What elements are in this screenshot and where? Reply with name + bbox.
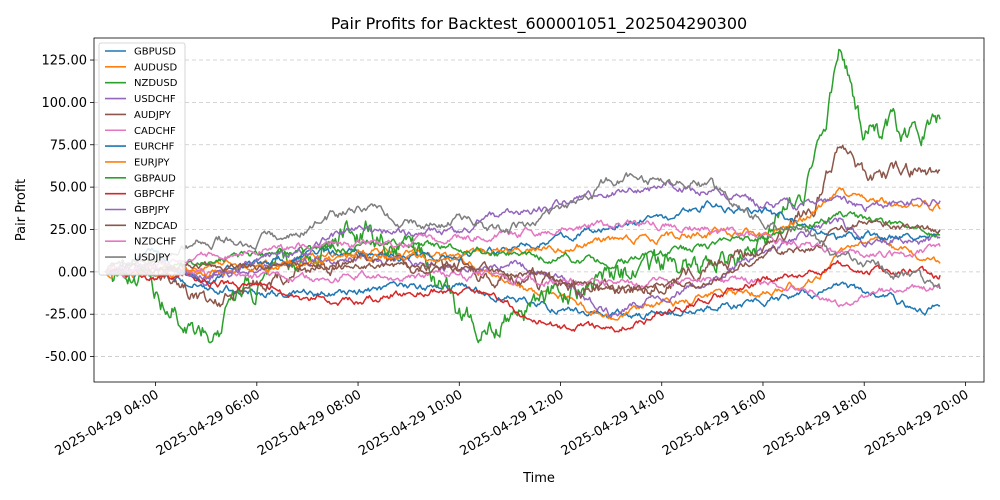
legend-label: CADCHF bbox=[134, 126, 176, 137]
legend-label: NZDUSD bbox=[134, 78, 178, 89]
y-axis: -50.00 -25.00 0.00 25.00 50.00 75.00 100.00 125… bbox=[42, 54, 94, 365]
y-tick-label: 75.00 bbox=[50, 138, 87, 153]
plot-area bbox=[104, 48, 941, 344]
series-line-nzdcad bbox=[104, 219, 941, 295]
y-tick-label: 50.00 bbox=[50, 181, 87, 196]
series-line-nzdusd bbox=[104, 48, 941, 344]
series-line-usdjpy bbox=[104, 172, 941, 289]
legend-label: AUDJPY bbox=[134, 110, 172, 121]
legend-label: USDCHF bbox=[134, 94, 176, 105]
legend-box bbox=[98, 42, 186, 276]
legend-label: USDJPY bbox=[134, 253, 171, 264]
chart-title: Pair Profits for Backtest_600001051_2025… bbox=[331, 14, 747, 34]
y-tick-label: -25.00 bbox=[45, 308, 87, 323]
x-axis-title: Time bbox=[522, 471, 555, 486]
y-axis-title: Pair Profit bbox=[14, 179, 29, 241]
legend-label: NZDCHF bbox=[134, 237, 177, 248]
legend-label: NZDCAD bbox=[134, 221, 178, 232]
series-line-gbpchf bbox=[105, 260, 941, 333]
series-line-usdchf bbox=[104, 217, 941, 319]
legend-label: AUDUSD bbox=[134, 62, 178, 73]
series-line-cadchf bbox=[104, 266, 941, 308]
legend-label: EURCHF bbox=[134, 142, 175, 153]
y-tick-label: 0.00 bbox=[58, 265, 87, 280]
plot-frame bbox=[93, 37, 985, 383]
y-tick-label: 25.00 bbox=[50, 223, 87, 238]
legend-label: GBPJPY bbox=[134, 205, 170, 216]
legend: GBPUSD AUDUSD NZDUSD USDCHF AUDJPY CADCHF EURC… bbox=[98, 42, 186, 276]
legend-label: GBPCHF bbox=[134, 189, 175, 200]
series-line-gbpjpy bbox=[104, 180, 941, 280]
series-layer bbox=[104, 48, 941, 344]
y-tick-label: 125.00 bbox=[42, 54, 88, 69]
legend-label: EURJPY bbox=[134, 157, 170, 168]
y-tick-label: 100.00 bbox=[42, 96, 88, 111]
series-line-nzdchf bbox=[104, 219, 941, 275]
y-tick-label: -50.00 bbox=[45, 350, 87, 365]
legend-label: GBPAUD bbox=[134, 173, 176, 184]
legend-label: GBPUSD bbox=[134, 47, 176, 58]
